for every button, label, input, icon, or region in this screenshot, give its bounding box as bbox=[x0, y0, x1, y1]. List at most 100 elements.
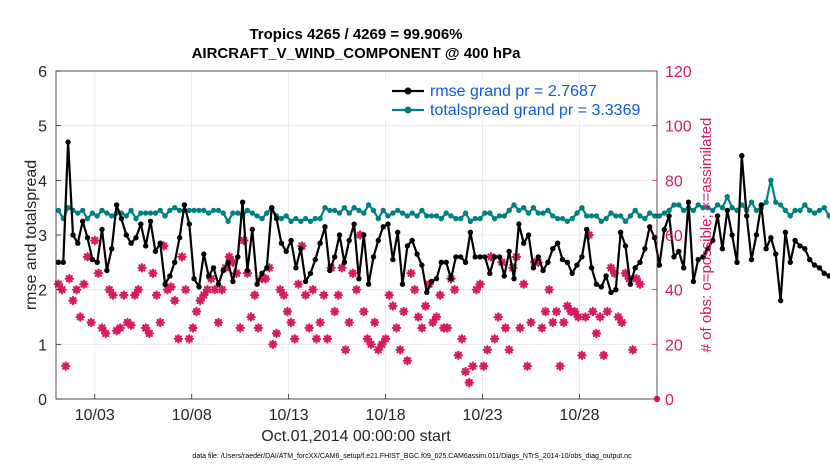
obs-marker bbox=[271, 328, 282, 339]
totalspread-point bbox=[714, 202, 721, 208]
obs-marker bbox=[148, 268, 158, 278]
rmse-point bbox=[637, 259, 643, 265]
obs-marker bbox=[290, 334, 300, 344]
totalspread-point bbox=[55, 207, 62, 214]
rmse-point bbox=[152, 248, 159, 255]
totalspread-point bbox=[540, 210, 546, 216]
obs-marker bbox=[602, 306, 613, 317]
obs-marker bbox=[246, 312, 256, 322]
totalspread-point bbox=[753, 207, 760, 214]
totalspread-point bbox=[89, 210, 96, 216]
totalspread-point bbox=[336, 210, 343, 216]
rmse-point bbox=[181, 202, 188, 208]
legend: rmse grand pr = 2.7687 totalspread grand… bbox=[384, 79, 652, 121]
rmse-point bbox=[443, 259, 449, 265]
obs-marker bbox=[420, 301, 431, 311]
legend-spread-label: totalspread grand pr = 3.3369 bbox=[430, 102, 640, 119]
totalspread-point bbox=[603, 215, 609, 222]
rmse-point bbox=[681, 265, 687, 271]
obs-marker bbox=[253, 323, 264, 333]
obs-marker bbox=[250, 290, 260, 300]
obs-marker bbox=[97, 323, 107, 333]
rmse-point bbox=[176, 235, 183, 241]
rmse-point bbox=[516, 221, 522, 227]
totalspread-point bbox=[395, 207, 401, 214]
totalspread-point bbox=[133, 215, 139, 222]
x-tick-label: 10/08 bbox=[172, 407, 212, 424]
rmse-point bbox=[811, 262, 818, 268]
rmse-point bbox=[821, 270, 827, 276]
rmse-point bbox=[676, 248, 682, 255]
totalspread-point bbox=[75, 210, 81, 216]
rmse-point bbox=[351, 221, 357, 227]
totalspread-point bbox=[414, 213, 420, 219]
obs-marker bbox=[195, 295, 205, 306]
y-tick-label-left: 4 bbox=[38, 173, 47, 190]
obs-marker bbox=[275, 284, 285, 295]
rmse-point bbox=[613, 287, 619, 293]
rmse-point bbox=[579, 254, 585, 260]
totalspread-point bbox=[564, 218, 570, 224]
totalspread-point bbox=[201, 207, 207, 214]
rmse-point bbox=[710, 237, 716, 244]
totalspread-point bbox=[642, 215, 648, 222]
rmse-point bbox=[230, 278, 236, 285]
obs-marker bbox=[482, 345, 493, 355]
rmse-point bbox=[283, 248, 289, 255]
obs-marker bbox=[620, 268, 631, 278]
y-tick-label-right: 20 bbox=[665, 337, 683, 354]
rmse-point bbox=[700, 254, 706, 260]
rmse-point bbox=[593, 281, 600, 287]
obs-marker bbox=[286, 317, 296, 328]
rmse-point bbox=[293, 265, 299, 271]
obs-marker bbox=[464, 377, 474, 388]
y-axis-label-left: rmse and totalspread bbox=[23, 160, 40, 310]
obs-marker bbox=[311, 334, 322, 344]
totalspread-point bbox=[196, 207, 202, 214]
rmse-point bbox=[462, 259, 469, 265]
rmse-point bbox=[768, 235, 774, 241]
totalspread-point bbox=[511, 202, 517, 208]
obs-marker bbox=[191, 306, 202, 317]
obs-marker bbox=[315, 317, 325, 328]
rmse-point bbox=[758, 202, 764, 208]
obs-marker bbox=[126, 320, 136, 330]
rmse-point bbox=[75, 240, 81, 246]
totalspread-point bbox=[143, 210, 149, 216]
y-tick-label-right: 100 bbox=[665, 119, 692, 136]
totalspread-point bbox=[433, 213, 440, 219]
rmse-point bbox=[249, 226, 255, 233]
rmse-point bbox=[782, 229, 789, 235]
obs-marker bbox=[569, 306, 580, 317]
totalspread-point bbox=[710, 207, 716, 214]
obs-marker bbox=[235, 323, 245, 333]
rmse-point bbox=[501, 273, 507, 279]
rmse-point bbox=[428, 278, 435, 285]
obs-marker bbox=[366, 339, 376, 350]
totalspread-point bbox=[676, 202, 682, 208]
rmse-point bbox=[332, 254, 338, 260]
totalspread-point bbox=[559, 215, 566, 222]
totalspread-point bbox=[681, 207, 687, 214]
obs-marker bbox=[558, 317, 569, 328]
totalspread-point bbox=[167, 207, 173, 214]
obs-marker bbox=[119, 290, 129, 300]
totalspread-point bbox=[176, 207, 183, 214]
rmse-point bbox=[419, 262, 425, 268]
totalspread-point bbox=[802, 202, 808, 208]
rmse-point bbox=[298, 246, 304, 252]
obs-marker bbox=[188, 323, 198, 333]
obs-marker bbox=[333, 290, 344, 300]
totalspread-point bbox=[821, 205, 827, 211]
totalspread-point bbox=[206, 210, 212, 216]
rmse-point bbox=[647, 224, 653, 230]
totalspread-point bbox=[482, 210, 488, 216]
totalspread-point bbox=[467, 218, 474, 224]
totalspread-point bbox=[773, 199, 779, 205]
rmse-point bbox=[448, 276, 454, 282]
rmse-point bbox=[603, 273, 609, 279]
obs-marker bbox=[115, 323, 125, 333]
rmse-point bbox=[210, 265, 217, 271]
rmse-point bbox=[404, 243, 411, 249]
obs-marker bbox=[562, 301, 573, 311]
